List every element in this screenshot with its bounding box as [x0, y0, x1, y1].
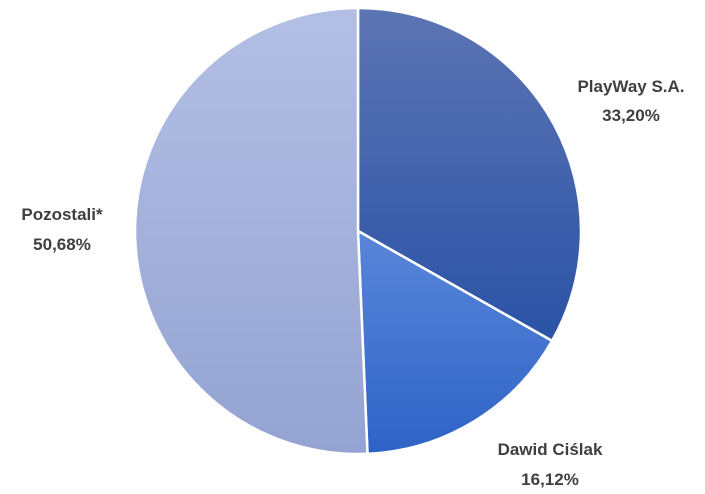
slice-pozostali — [133, 6, 369, 456]
slice-label-pozostali: Pozostali* — [21, 205, 103, 224]
pie-slices — [133, 6, 583, 456]
slice-value-dawid-cislak: 16,12% — [521, 470, 579, 489]
pie-labels: PlayWay S.A. 33,20% Dawid Ciślak 16,12% … — [21, 77, 684, 489]
slice-label-dawid-cislak: Dawid Ciślak — [498, 440, 603, 459]
slice-label-playway: PlayWay S.A. — [577, 77, 684, 96]
slice-playway — [356, 6, 583, 343]
slice-value-playway: 33,20% — [602, 106, 660, 125]
slice-dawid-cislak — [356, 229, 554, 456]
slice-value-pozostali: 50,68% — [33, 235, 91, 254]
